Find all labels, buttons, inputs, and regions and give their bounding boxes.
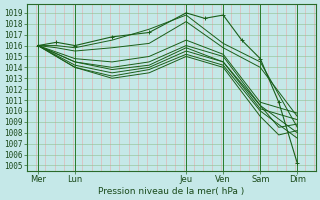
- X-axis label: Pression niveau de la mer( hPa ): Pression niveau de la mer( hPa ): [98, 187, 244, 196]
